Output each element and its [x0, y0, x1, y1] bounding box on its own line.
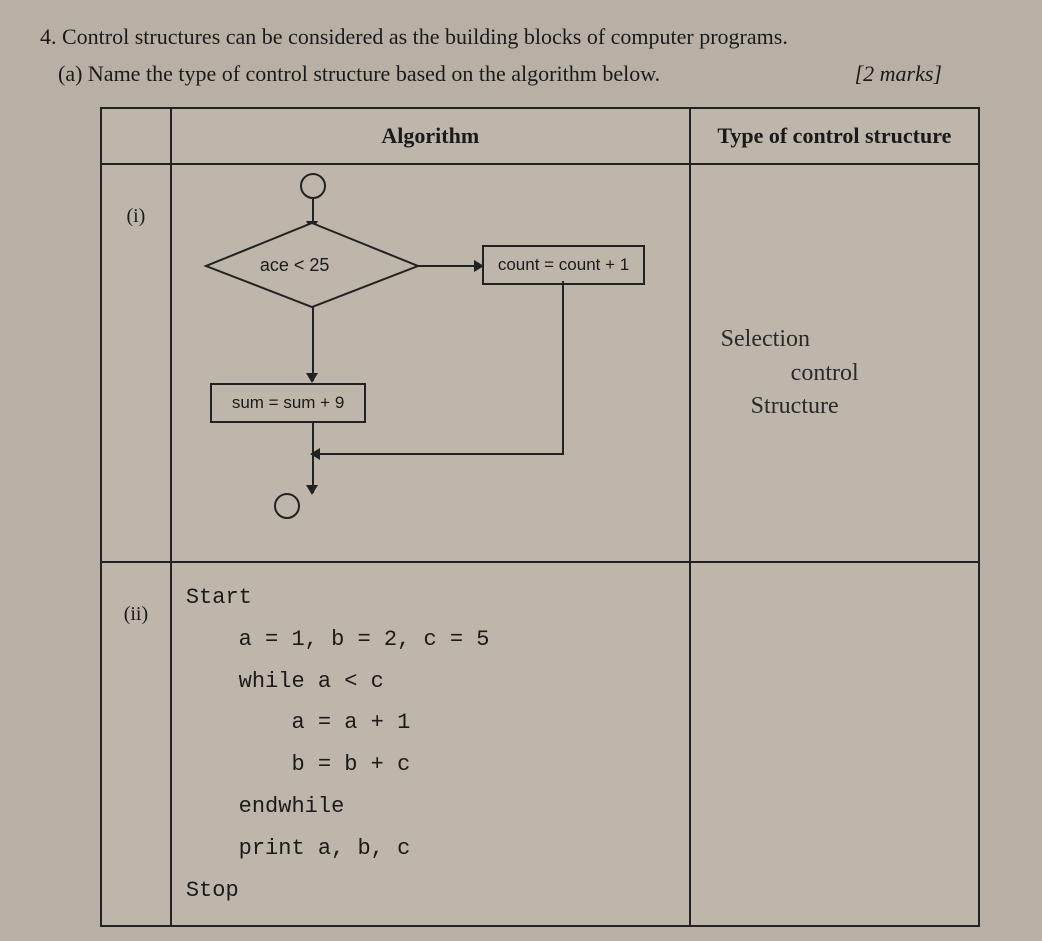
- header-type: Type of control structure: [690, 108, 979, 164]
- question-number: 4.: [40, 24, 57, 49]
- pseudocode-cell: Start a = 1, b = 2, c = 5 while a < c a …: [171, 562, 690, 926]
- table-row: (i) ace < 25 count = count + 1: [101, 164, 979, 562]
- arrow-icon: [310, 448, 320, 460]
- table-row: (ii) Start a = 1, b = 2, c = 5 while a <…: [101, 562, 979, 926]
- question-body: Control structures can be considered as …: [62, 24, 788, 49]
- answer-line: Selection: [721, 323, 968, 357]
- sub-text: Name the type of control structure based…: [88, 61, 660, 86]
- sub-question: (a) Name the type of control structure b…: [58, 61, 1002, 87]
- row-label-i: (i): [101, 164, 171, 562]
- answer-line: control: [791, 357, 968, 391]
- table-header-row: Algorithm Type of control structure: [101, 108, 979, 164]
- flowchart-start-icon: [300, 173, 326, 199]
- flow-line: [418, 265, 480, 267]
- flow-line: [312, 307, 314, 381]
- decision-text: ace < 25: [260, 255, 330, 276]
- question-text: 4. Control structures can be considered …: [40, 20, 1002, 53]
- marks-label: [2 marks]: [855, 61, 942, 87]
- header-blank: [101, 108, 171, 164]
- header-algorithm: Algorithm: [171, 108, 690, 164]
- answer-cell-i: Selection control Structure: [690, 164, 979, 562]
- flow-line: [314, 453, 564, 455]
- process-box-down: sum = sum + 9: [210, 383, 366, 423]
- pseudocode-text: Start a = 1, b = 2, c = 5 while a < c a …: [182, 571, 679, 917]
- algorithm-table: Algorithm Type of control structure (i) …: [100, 107, 980, 927]
- flowchart: ace < 25 count = count + 1 sum = sum + 9: [182, 173, 679, 553]
- flowchart-end-icon: [274, 493, 300, 519]
- answer-cell-ii: [690, 562, 979, 926]
- arrow-icon: [306, 485, 318, 495]
- row-label-ii: (ii): [101, 562, 171, 926]
- handwritten-answer: Selection control Structure: [701, 173, 968, 424]
- flowchart-cell: ace < 25 count = count + 1 sum = sum + 9: [171, 164, 690, 562]
- answer-line: Structure: [751, 390, 968, 424]
- arrow-icon: [306, 373, 318, 383]
- sub-label: (a): [58, 61, 82, 86]
- flow-line: [562, 281, 564, 453]
- process-box-right: count = count + 1: [482, 245, 645, 285]
